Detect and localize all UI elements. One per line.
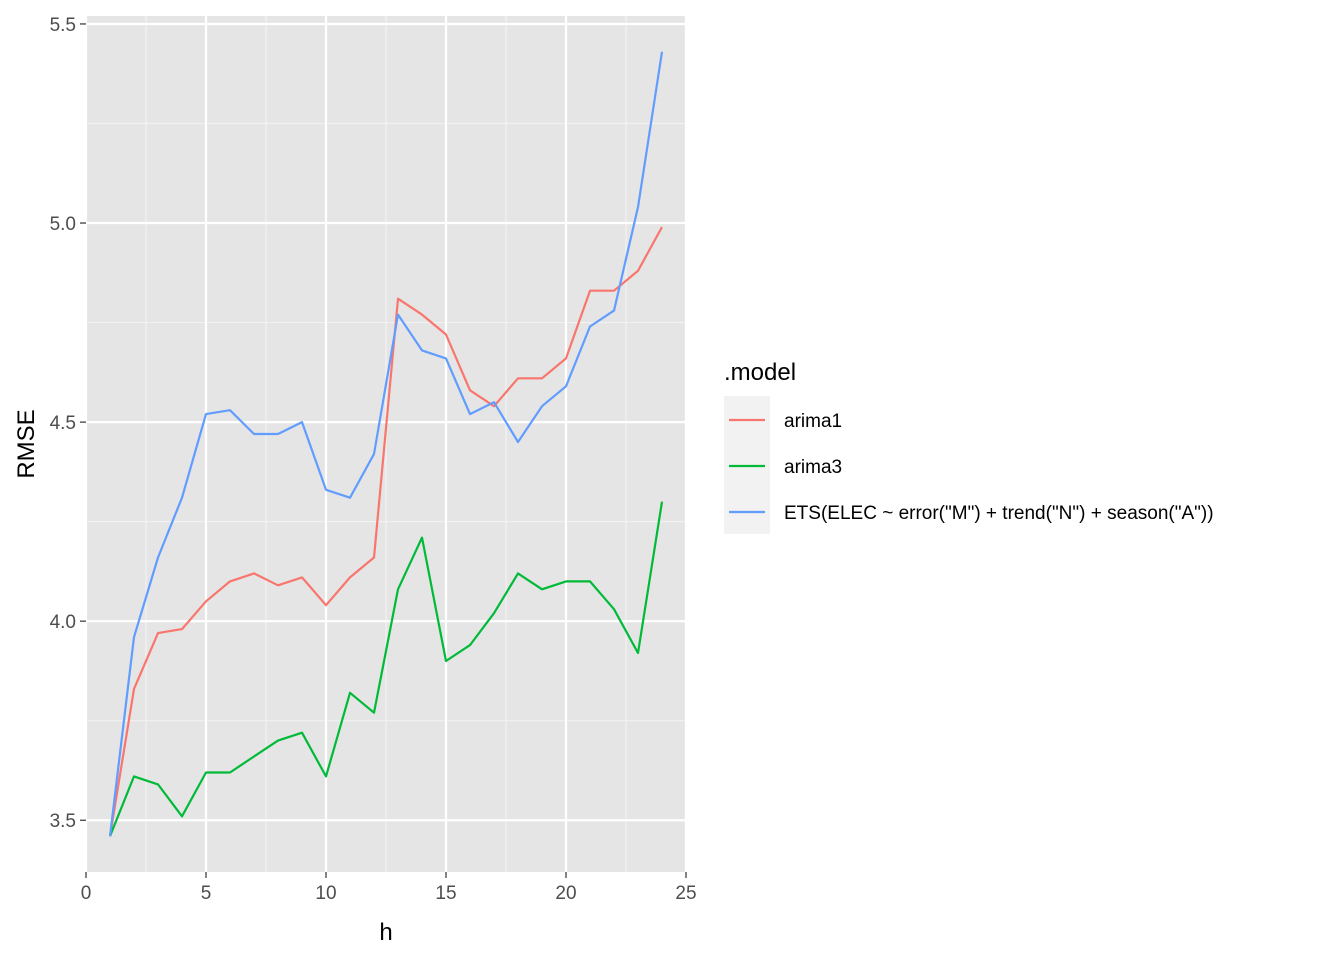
legend-label-1: arima1 — [784, 411, 842, 432]
legend-title: .model — [724, 359, 796, 386]
legend: .model arima1 arima3 ETS(ELEC ~ error("M")… — [724, 359, 1214, 534]
legend-label-2: arima3 — [784, 457, 842, 478]
x-axis-title: h — [379, 919, 392, 946]
y-tick-label: 5.0 — [50, 214, 76, 235]
x-tick-labels: 0 5 10 15 20 25 — [81, 883, 697, 904]
x-tick-label: 20 — [555, 883, 576, 904]
legend-label-3: ETS(ELEC ~ error("M") + trend("N") + sea… — [784, 503, 1214, 524]
y-tick-labels: 3.5 4.0 4.5 5.0 5.5 — [50, 15, 76, 832]
minor-grid — [86, 16, 686, 872]
y-tick-label: 5.5 — [50, 15, 76, 36]
x-tick-label: 25 — [675, 883, 696, 904]
y-tick-label: 4.5 — [50, 413, 76, 434]
y-tick-label: 3.5 — [50, 811, 76, 832]
x-tick-label: 15 — [435, 883, 456, 904]
series-line-1 — [108, 226, 663, 837]
x-tick-label: 10 — [315, 883, 336, 904]
x-tick-label: 5 — [201, 883, 212, 904]
series-line-3 — [108, 51, 664, 837]
axis-ticks — [80, 23, 687, 878]
major-grid — [84, 16, 688, 872]
legend-items: arima1 arima3 ETS(ELEC ~ error("M") + tren… — [729, 411, 1214, 524]
x-tick-label: 0 — [81, 883, 92, 904]
series-line-2 — [108, 501, 664, 837]
series-layer — [108, 51, 664, 837]
y-axis-title: RMSE — [13, 409, 40, 478]
y-tick-label: 4.0 — [50, 612, 76, 633]
